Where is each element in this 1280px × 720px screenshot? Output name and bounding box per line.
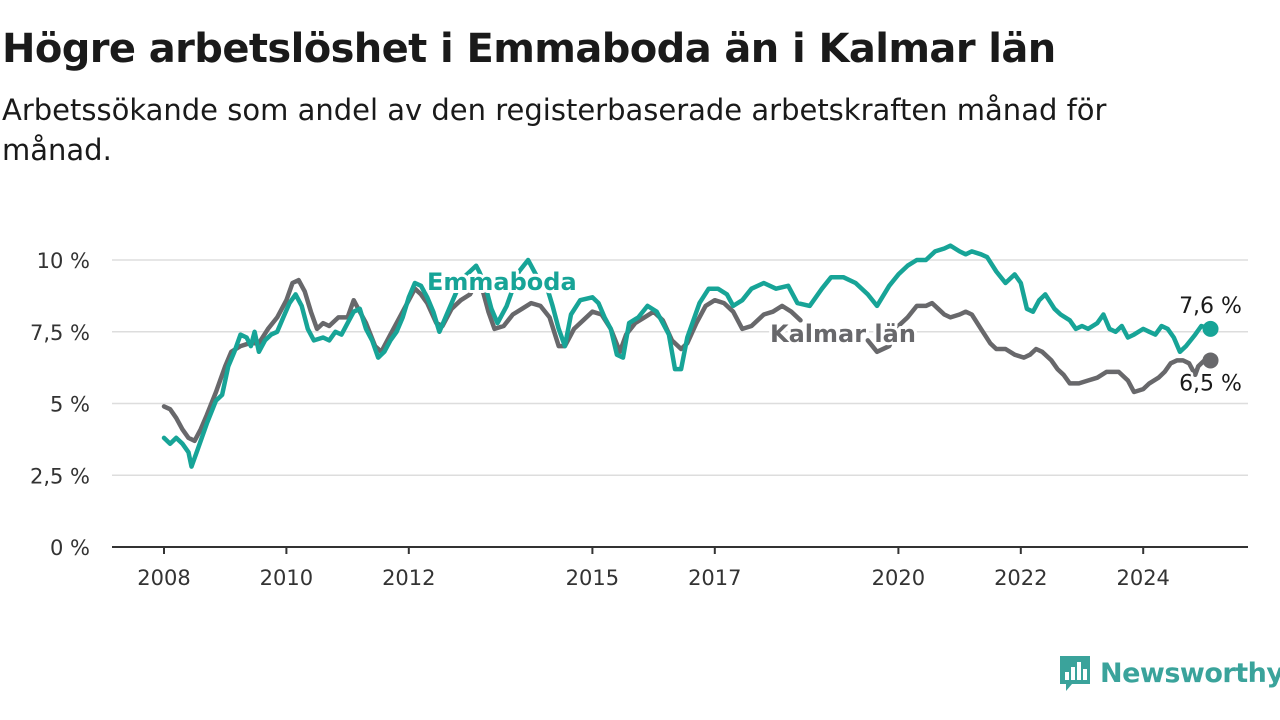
x-tick-label: 2017 [688, 566, 741, 590]
series-label-emmaboda: Emmaboda [427, 268, 577, 296]
series-lines [161, 243, 1219, 469]
x-tick-label: 2012 [382, 566, 435, 590]
bar-chart-speech-bubble-icon [1060, 656, 1090, 691]
end-point [1202, 352, 1219, 369]
end-label-kalmar-lan: 6,5 % [1179, 371, 1242, 396]
x-tick-label: 2008 [137, 566, 190, 590]
y-tick-label: 7,5 % [30, 321, 90, 345]
series-label-kalmar-lan: Kalmar län [770, 320, 916, 348]
x-axis: 2008 2010 2012 2015 2017 2020 2022 2024 [112, 546, 1248, 590]
series-line-kalmar-lan [161, 277, 1213, 444]
y-tick-label: 10 % [37, 249, 90, 273]
x-tick-label: 2024 [1116, 566, 1169, 590]
newsworthy-logo: Newsworthy [1058, 654, 1280, 692]
chart-subtitle: Arbetssökande som andel av den registerb… [2, 93, 1107, 167]
x-tick-label: 2015 [566, 566, 619, 590]
x-tick-label: 2022 [994, 566, 1047, 590]
end-label-emmaboda: 7,6 % [1179, 294, 1242, 319]
end-point [1202, 320, 1219, 337]
chart-title: Högre arbetslöshet i Emmaboda än i Kalma… [2, 26, 1056, 72]
y-tick-label: 0 % [50, 536, 90, 560]
x-tick-label: 2020 [872, 566, 925, 590]
labels: Emmaboda Kalmar län 7,6 % 6,5 % [424, 265, 1244, 399]
y-tick-label: 2,5 % [30, 464, 90, 488]
x-tick-label: 2010 [260, 566, 313, 590]
y-tick-label: 5 % [50, 393, 90, 417]
series-line-emmaboda [161, 243, 1213, 469]
logo-text: Newsworthy [1100, 657, 1280, 689]
gridlines: 0 % 2,5 % 5 % 7,5 % 10 % [30, 249, 1248, 560]
